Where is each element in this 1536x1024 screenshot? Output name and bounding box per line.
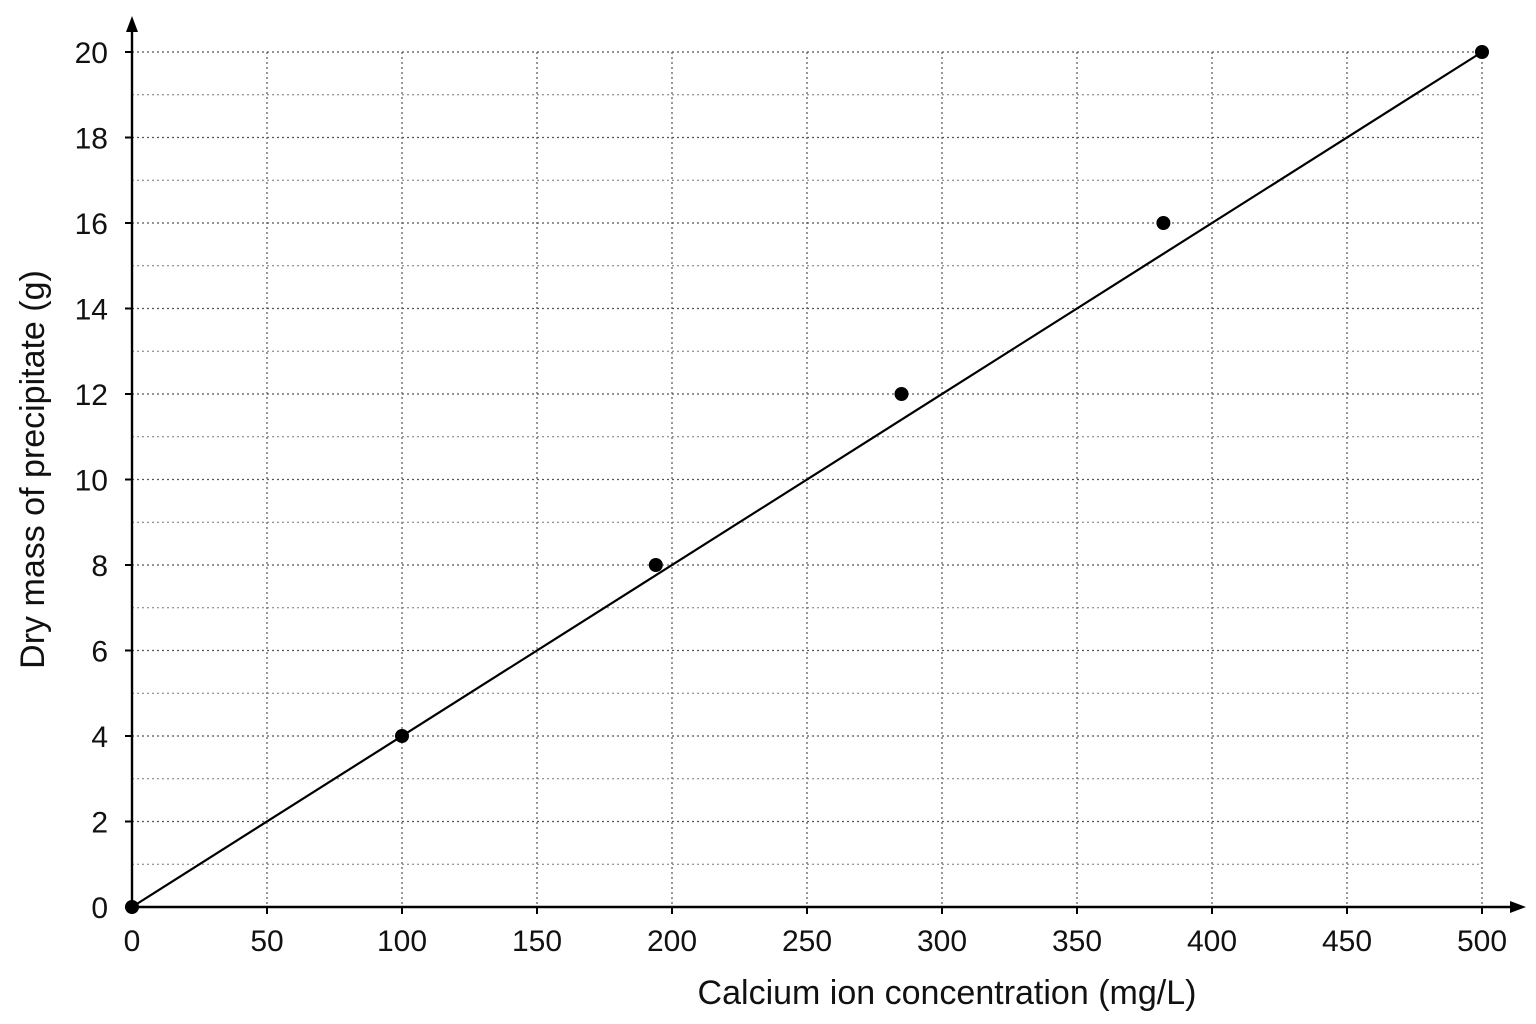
axes [126, 16, 1526, 913]
data-points [125, 45, 1489, 914]
x-tick-label: 100 [377, 925, 427, 958]
x-axis-title: Calcium ion concentration (mg/L) [698, 974, 1197, 1012]
y-tick-label: 16 [75, 208, 108, 241]
y-tick-label: 6 [91, 636, 108, 669]
x-tick-label: 50 [250, 925, 283, 958]
x-tick-labels: 0 50 100 150 200 250 300 350 400 450 500 [124, 907, 1507, 958]
data-point [125, 900, 139, 914]
y-tick-label: 14 [75, 294, 108, 327]
y-tick-label: 10 [75, 465, 108, 498]
y-tick-label: 12 [75, 379, 108, 412]
y-tick-label: 20 [75, 37, 108, 70]
y-axis-title: Dry mass of precipitate (g) [14, 270, 52, 669]
x-tick-label: 300 [917, 925, 967, 958]
best-fit-line [131, 51, 1483, 908]
y-tick-label: 0 [91, 892, 108, 925]
x-tick-label: 150 [512, 925, 562, 958]
x-tick-label: 450 [1322, 925, 1372, 958]
x-tick-label: 250 [782, 925, 832, 958]
data-point [395, 729, 409, 743]
y-tick-label: 2 [91, 807, 108, 840]
data-point [648, 558, 663, 572]
x-tick-label: 350 [1052, 925, 1102, 958]
x-tick-label: 200 [647, 925, 697, 958]
data-point [894, 387, 909, 401]
data-point [1475, 45, 1489, 59]
x-tick-label: 0 [124, 925, 141, 958]
y-tick-label: 4 [91, 721, 108, 754]
y-tick-label: 18 [75, 123, 108, 156]
x-axis-arrowhead [1510, 901, 1526, 913]
y-tick-labels: 0 2 4 6 8 10 12 14 16 18 20 [75, 37, 132, 925]
x-tick-label: 400 [1187, 925, 1237, 958]
y-axis-arrowhead [126, 16, 138, 32]
y-tick-label: 8 [91, 550, 108, 583]
x-tick-label: 500 [1457, 925, 1507, 958]
grid [132, 51, 1483, 907]
data-point [1156, 216, 1171, 230]
